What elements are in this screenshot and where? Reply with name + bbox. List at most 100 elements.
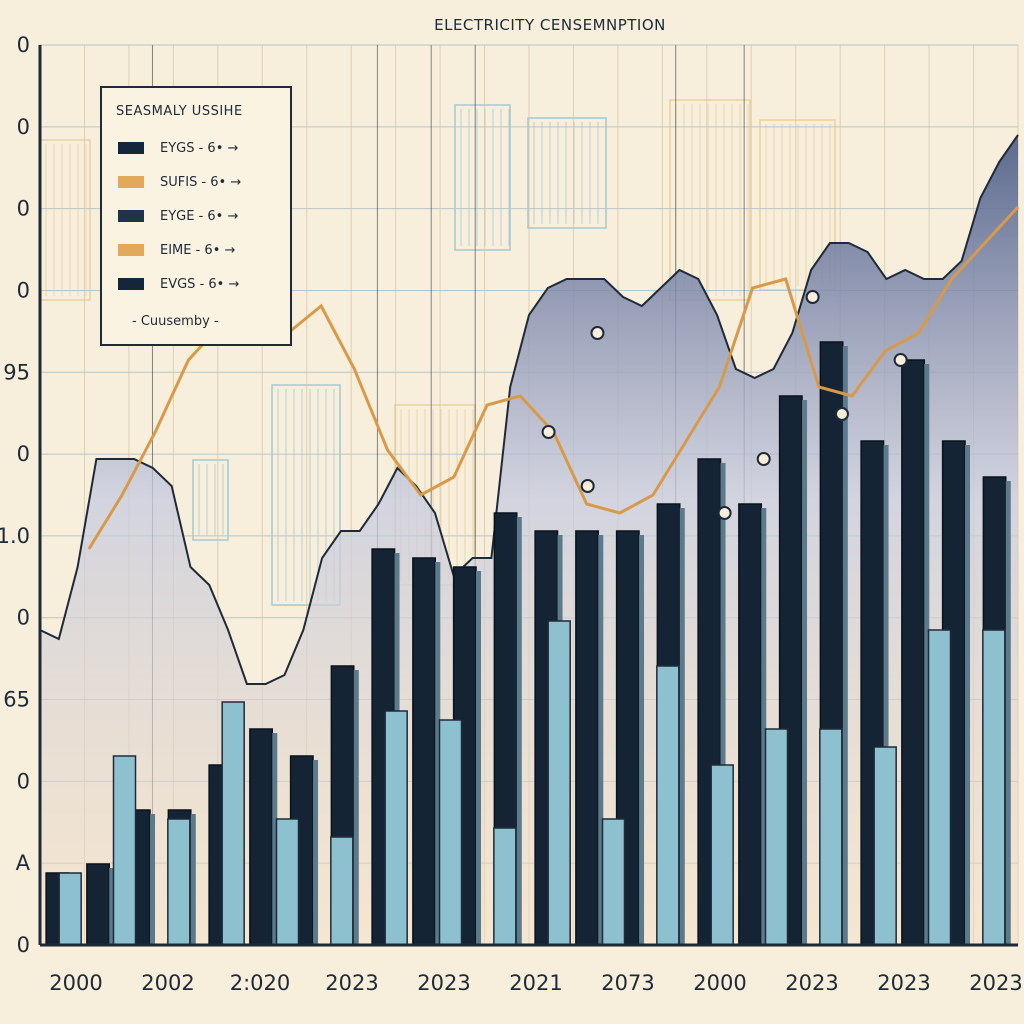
bar-dark-side — [516, 517, 522, 945]
bar-light — [547, 620, 571, 946]
x-tick-label: 2023 — [969, 971, 1022, 995]
bar-series — [45, 341, 1011, 946]
legend-footer: - Cuusemby - — [132, 314, 219, 329]
legend-label: SUFIS - 6• → — [160, 174, 242, 190]
legend-item: EYGE - 6• → — [118, 206, 238, 226]
bar-dark-side — [639, 535, 645, 945]
legend: SEASMALY USSIHE EYGS - 6• → SUFIS - 6• →… — [100, 86, 292, 346]
bar-dark-side — [598, 535, 604, 945]
bar-light — [438, 719, 463, 946]
bar-light — [656, 665, 680, 946]
bar-light — [873, 746, 897, 946]
legend-swatch — [118, 278, 144, 290]
tick-labels: 2000 2002 2:020 2023 2023 2021 2073 2000 2023 202… — [0, 33, 1023, 995]
y-tick-label: 1.0 — [0, 524, 30, 548]
bar-dark-side — [313, 760, 319, 945]
bar-light — [493, 827, 517, 946]
legend-label: EIME - 6• → — [160, 242, 236, 258]
x-tick-label: 2:020 — [230, 971, 291, 995]
legend-label: EVGS - 6• → — [160, 276, 240, 292]
bar-dark-side — [1005, 481, 1011, 945]
legend-item: EIME - 6• → — [118, 240, 235, 260]
area-outline — [39, 134, 1019, 685]
bar-dark — [575, 530, 600, 946]
bar-dark-side — [476, 571, 482, 945]
x-tick-label: 2021 — [509, 971, 562, 995]
line-marker — [580, 479, 595, 493]
bar-dark-side — [720, 463, 726, 945]
y-tick-label: 0 — [17, 197, 30, 221]
bar-dark-side — [842, 346, 848, 945]
bar-light — [221, 701, 245, 946]
bar-light — [819, 728, 843, 946]
bar-dark-side — [761, 508, 767, 945]
line-marker — [893, 353, 908, 367]
bar-light — [927, 629, 952, 946]
legend-item: EYGS - 6• → — [118, 138, 238, 158]
bar-dark — [738, 503, 763, 946]
y-tick-label: 95 — [3, 360, 30, 384]
background-building — [759, 119, 836, 291]
legend-title: SEASMALY USSIHE — [116, 104, 243, 119]
x-tick-label: 2000 — [693, 971, 746, 995]
legend-label: EYGS - 6• → — [160, 140, 239, 156]
bar-light — [167, 818, 191, 946]
legend-swatch — [118, 210, 144, 222]
line-marker — [717, 506, 732, 520]
bar-dark-side — [353, 670, 359, 945]
bar-light — [710, 764, 734, 946]
x-tick-label: 2023 — [877, 971, 930, 995]
legend-swatch — [118, 244, 144, 256]
chart-title: ELECTRICITY CENSEMNPTION — [434, 16, 666, 34]
legend-label: EYGE - 6• → — [160, 208, 239, 224]
y-tick-label: 0 — [17, 442, 30, 466]
bar-light — [275, 818, 300, 946]
axes — [38, 45, 1018, 947]
x-tick-label: 2023 — [785, 971, 838, 995]
bar-dark-side — [883, 445, 889, 945]
x-tick-label: 2073 — [601, 971, 654, 995]
line-marker — [590, 326, 605, 340]
y-tick-label: 0 — [17, 606, 30, 630]
bar-light — [58, 872, 82, 946]
bar-light — [601, 818, 626, 946]
bar-light — [384, 710, 408, 946]
bar-dark — [901, 359, 926, 946]
x-tick-label: 2002 — [141, 971, 194, 995]
bar-dark-side — [679, 508, 685, 945]
bar-dark — [249, 728, 274, 946]
y-tick-label: 0 — [17, 33, 30, 57]
background-building — [39, 139, 91, 301]
y-tick-label: 65 — [3, 688, 30, 712]
y-tick-label: A — [16, 851, 31, 875]
bar-light — [982, 629, 1006, 946]
bar-dark-side — [435, 562, 441, 945]
x-tick-label: 2000 — [49, 971, 102, 995]
background-building — [527, 117, 607, 229]
legend-swatch — [118, 142, 144, 154]
bar-dark-side — [150, 814, 156, 945]
bar-dark-side — [190, 814, 196, 945]
bar-dark-side — [802, 400, 808, 945]
bar-light — [330, 836, 354, 946]
bar-dark-side — [272, 733, 278, 945]
y-tick-label: 0 — [17, 115, 30, 139]
bar-dark — [86, 863, 111, 946]
line-marker — [756, 452, 771, 466]
line-marker — [541, 425, 556, 439]
legend-swatch — [118, 176, 144, 188]
bar-light — [764, 728, 789, 946]
x-tick-label: 2023 — [325, 971, 378, 995]
y-tick-label: 0 — [17, 278, 30, 302]
x-tick-label: 2023 — [417, 971, 470, 995]
bar-dark-side — [109, 868, 115, 945]
bar-light — [112, 755, 137, 946]
legend-item: EVGS - 6• → — [118, 274, 239, 294]
bar-dark — [412, 557, 437, 946]
y-tick-label: 0 — [17, 769, 30, 793]
bar-dark-side — [924, 364, 930, 945]
line-marker — [805, 290, 820, 304]
y-tick-label: 0 — [17, 933, 30, 957]
